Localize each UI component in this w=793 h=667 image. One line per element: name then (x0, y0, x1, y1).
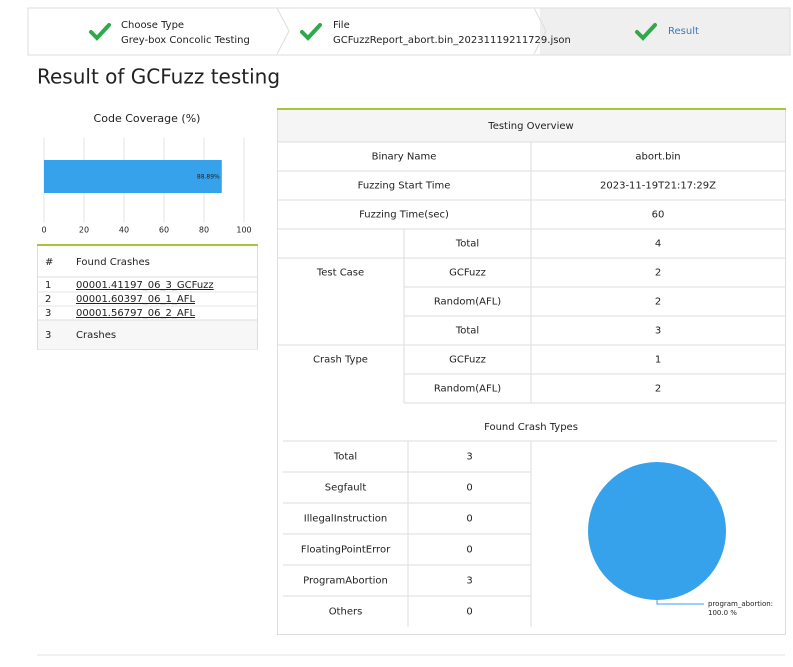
row-label: IllegalInstruction (304, 514, 387, 525)
step-title[interactable]: Result (668, 26, 699, 37)
step-chevron (533, 7, 547, 55)
row-value: 3 (655, 326, 661, 337)
row-index: 3 (45, 308, 51, 319)
row-value: 0 (466, 545, 472, 556)
row-value: 2 (655, 384, 661, 395)
row-value: 0 (466, 607, 472, 618)
group-label: Test Case (316, 268, 364, 279)
row-value: 60 (652, 210, 665, 221)
row-label: Others (329, 607, 363, 618)
crash-types-title: Found Crash Types (484, 422, 578, 433)
row-label: Total (333, 452, 357, 463)
row-value: 2 (655, 297, 661, 308)
row-label: FloatingPointError (301, 545, 391, 556)
x-tick-label: 20 (79, 226, 89, 235)
pie-leader (656, 600, 704, 605)
active-step-bg (540, 8, 790, 55)
x-tick-label: 0 (41, 226, 46, 235)
pie-label: program_abortion: (708, 600, 773, 608)
bar (44, 160, 222, 193)
row-label: Random(AFL) (434, 297, 501, 308)
row-value: 2023-11-19T21:17:29Z (600, 181, 716, 192)
table-footer: Crashes (76, 330, 116, 341)
row-label: GCFuzz (449, 355, 486, 366)
row-value: 2 (655, 268, 661, 279)
row-value: 0 (466, 483, 472, 494)
step-subtitle: Grey-box Concolic Testing (121, 35, 250, 46)
step-chevron (276, 7, 290, 55)
check-icon (635, 23, 657, 41)
row-value: 1 (655, 355, 661, 366)
step-title[interactable]: Choose Type (121, 20, 184, 31)
table-header: Found Crashes (76, 257, 150, 268)
x-tick-label: 80 (199, 226, 209, 235)
pie-value-label: 100.0 % (708, 609, 737, 617)
table-footer: 3 (45, 330, 51, 341)
crash-link[interactable]: 00001.41197_06_3_GCFuzz (76, 280, 214, 291)
row-label: ProgramAbortion (303, 576, 388, 587)
bar-value-label: 88.89% (197, 174, 220, 181)
row-label: Random(AFL) (434, 384, 501, 395)
overview-title: Testing Overview (487, 121, 573, 132)
page-title: Result of GCFuzz testing (37, 65, 280, 89)
row-index: 1 (45, 280, 51, 291)
row-label: Total (455, 326, 479, 337)
check-icon (89, 23, 111, 41)
x-tick-label: 100 (236, 226, 251, 235)
row-value: 0 (466, 514, 472, 525)
x-tick-label: 60 (159, 226, 169, 235)
row-label: Fuzzing Time(sec) (359, 210, 449, 221)
row-label: GCFuzz (449, 268, 486, 279)
group-label: Crash Type (313, 355, 368, 366)
step-title[interactable]: File (333, 20, 350, 31)
check-icon (300, 23, 322, 41)
row-label: Fuzzing Start Time (358, 181, 451, 192)
row-value: abort.bin (635, 152, 680, 163)
row-value: 4 (655, 239, 661, 250)
table-header: # (45, 257, 53, 268)
row-label: Total (455, 239, 479, 250)
pie-slice (588, 462, 726, 600)
crash-link[interactable]: 00001.56797_06_2_AFL (76, 308, 195, 319)
chart-title: Code Coverage (%) (94, 112, 201, 125)
overview-header-bg (278, 110, 785, 142)
row-value: 3 (466, 576, 472, 587)
x-tick-label: 40 (119, 226, 129, 235)
crash-table-footer-bg (38, 320, 257, 350)
row-label: Segfault (325, 483, 367, 494)
row-label: Binary Name (372, 152, 437, 163)
row-value: 3 (466, 452, 472, 463)
crash-link[interactable]: 00001.60397_06_1_AFL (76, 294, 195, 305)
step-subtitle: GCFuzzReport_abort.bin_20231119211729.js… (333, 35, 571, 46)
row-index: 2 (45, 294, 51, 305)
